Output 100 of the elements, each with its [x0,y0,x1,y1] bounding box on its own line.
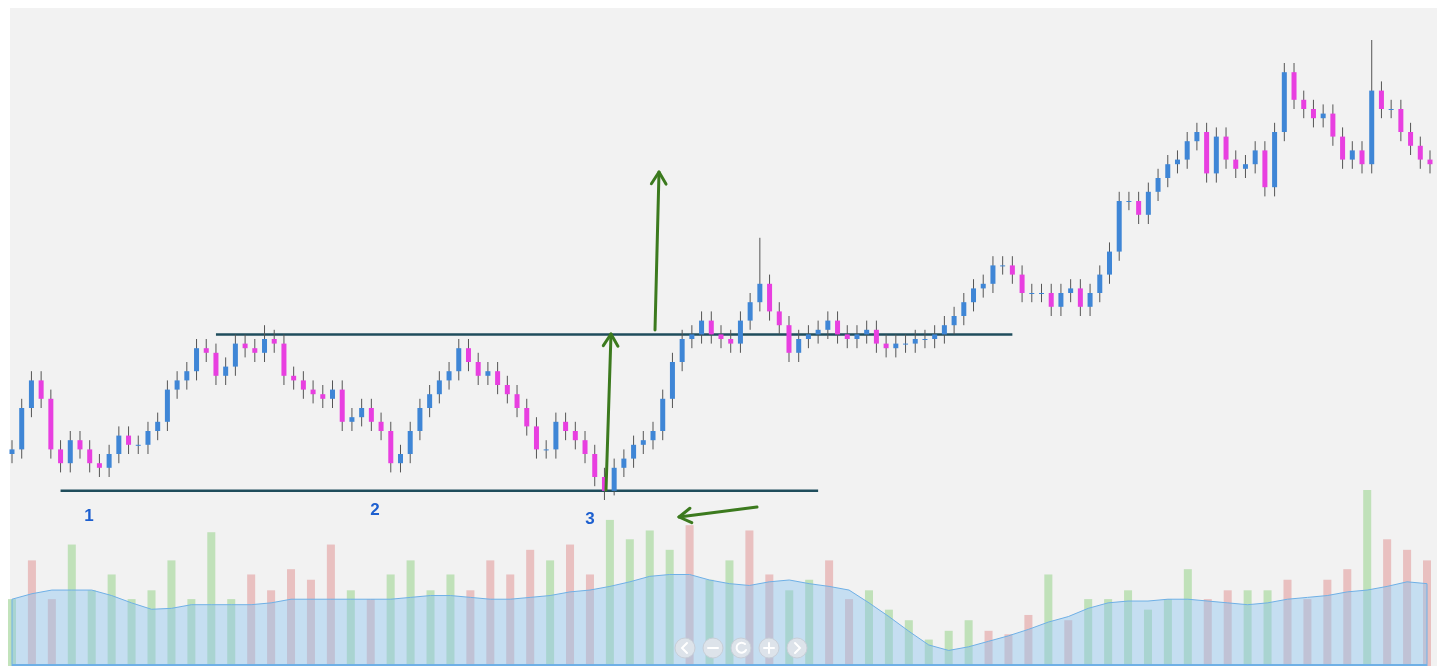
candlestick [932,324,938,349]
candlestick [650,421,656,450]
bar [1323,579,1332,666]
candlestick [1301,90,1307,119]
bar [306,579,315,666]
bar [8,599,16,666]
candlestick [1398,99,1404,142]
candlestick [1077,278,1083,317]
candlestick [903,333,909,354]
bar [546,560,555,666]
candlestick [971,278,977,312]
candlestick [1019,264,1025,303]
candlestick [533,416,539,460]
candlestick [504,375,510,404]
candlestick [1252,140,1258,174]
candlestick [1165,154,1171,188]
candlestick [679,329,685,372]
candlestick [38,370,44,409]
bar [267,590,276,666]
bar [147,590,156,666]
bar [904,620,913,666]
candlestick [145,421,151,455]
bar [1303,599,1312,666]
candlestick [427,384,433,418]
candlestick [1068,278,1074,303]
bar [864,590,873,666]
candlestick [359,398,365,427]
candlestick [543,439,549,460]
candlestick [1233,149,1239,179]
candlestick [631,435,637,469]
candlestick [58,439,64,473]
candlestick [718,324,724,349]
candlestick [485,361,491,386]
bar [107,574,116,666]
candlestick [465,338,471,372]
bar [1183,569,1192,666]
bar [47,599,56,666]
candlestick [87,439,93,473]
candlestick [514,384,520,418]
candlestick [844,324,850,349]
bar [187,599,196,666]
bar [884,609,893,666]
bar [486,560,495,666]
candlestick [126,425,132,455]
bar [665,549,674,666]
bar [725,560,734,666]
candlestick [1155,168,1161,202]
candlestick [349,407,355,432]
candlestick [757,237,763,312]
candlestick [1417,136,1423,170]
candlestick [1145,182,1151,225]
bar [1423,560,1431,666]
bar [1004,634,1013,666]
bar [1383,539,1392,666]
candlestick [1058,283,1064,317]
bar [605,519,614,666]
candlestick [835,310,841,345]
bar [1163,599,1172,666]
candlestick [1194,122,1200,151]
candlestick [475,352,481,386]
candlestick [1136,191,1142,225]
candlestick [796,329,802,363]
candlestick [495,361,501,395]
bar [805,579,814,666]
bar [67,544,76,666]
candlestick [203,338,209,363]
candlestick [213,343,219,386]
bar [127,599,136,666]
candlestick [232,333,238,377]
bar [1343,569,1352,666]
bar [1064,620,1073,666]
bar [207,532,216,666]
candlestick [436,370,442,404]
candlestick [873,320,879,354]
bar [1084,599,1093,666]
candlestick [378,412,384,441]
candlestick [611,458,617,496]
candlestick [320,384,326,409]
annotation: 2 [370,500,380,519]
bar [566,544,575,666]
bar [167,560,176,666]
bar [845,599,854,666]
bar [1283,579,1292,666]
candlestick [1039,283,1045,303]
bar [1124,590,1133,666]
candlestick [1009,255,1015,285]
candlestick [1242,154,1248,179]
candlestick [1048,283,1054,317]
candlestick [951,306,957,335]
bar [1363,490,1372,666]
candlestick [592,444,598,487]
candlestick [262,324,268,363]
candlestick [174,370,180,400]
bar [964,620,973,666]
bar [426,590,435,666]
candlestick [9,439,15,464]
candlestick [572,421,578,450]
bar [87,590,96,666]
bar [506,574,515,666]
candlestick [1126,191,1132,211]
